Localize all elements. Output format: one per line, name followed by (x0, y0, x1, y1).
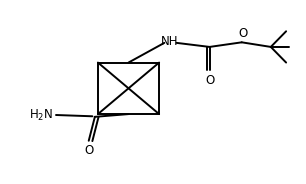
Text: H$_2$N: H$_2$N (29, 107, 53, 123)
Text: NH: NH (161, 35, 179, 48)
Text: O: O (84, 144, 93, 157)
Text: O: O (239, 27, 248, 40)
Text: O: O (205, 74, 214, 86)
